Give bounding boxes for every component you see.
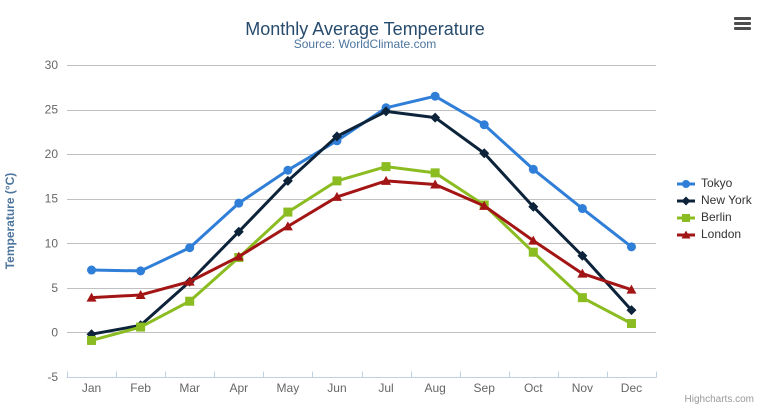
x-tick-label: Nov	[572, 381, 593, 395]
y-tick-label: 10	[45, 236, 59, 250]
export-menu-button[interactable]	[734, 17, 751, 32]
data-point-marker	[528, 201, 539, 212]
legend-marker	[682, 179, 690, 188]
legend-label: Tokyo	[701, 176, 733, 190]
data-point-marker	[331, 131, 342, 142]
x-tick-label: Oct	[524, 381, 543, 395]
series-line-new-york	[90, 109, 633, 336]
data-point-marker	[430, 168, 440, 178]
y-tick-label: 15	[45, 192, 59, 206]
y-axis-title: Temperature (°C)	[3, 173, 17, 270]
data-point-marker	[283, 207, 293, 217]
data-point-marker	[479, 120, 489, 130]
chart-title: Monthly Average Temperature	[245, 19, 485, 39]
legend-label: New York	[701, 193, 752, 207]
data-point-marker	[430, 112, 441, 123]
legend-symbol-triangle-icon	[677, 230, 695, 238]
x-tick-label: Sep	[474, 381, 496, 395]
hamburger-icon	[734, 22, 751, 25]
data-point-marker	[430, 91, 440, 101]
data-point-marker	[528, 164, 538, 174]
data-point-marker	[577, 204, 587, 214]
data-point-marker	[185, 296, 195, 306]
legend-label: Berlin	[701, 210, 732, 224]
data-point-marker	[626, 284, 637, 294]
data-point-marker	[528, 235, 539, 245]
data-point-marker	[233, 251, 244, 261]
legend-symbol-square-icon	[677, 213, 695, 222]
x-tick-label: Mar	[179, 381, 200, 395]
data-point-marker	[332, 176, 342, 186]
data-point-marker	[479, 148, 490, 159]
legend-item-london[interactable]: London	[676, 228, 752, 241]
data-point-marker	[528, 247, 538, 257]
y-tick-label: 5	[51, 281, 58, 295]
hamburger-icon	[734, 27, 751, 30]
data-point-marker	[577, 250, 588, 261]
data-point-marker	[184, 276, 195, 286]
data-point-marker	[87, 335, 97, 345]
data-point-marker	[381, 106, 392, 117]
legend: Tokyo New York Berlin London	[676, 177, 752, 241]
legend-item-berlin[interactable]: Berlin	[676, 211, 752, 224]
data-point-marker	[381, 175, 392, 185]
data-point-marker	[626, 305, 637, 316]
y-tick-label: 30	[45, 58, 59, 72]
data-point-marker	[479, 200, 490, 210]
x-tick-label: Jul	[378, 381, 393, 395]
x-tick-label: May	[277, 381, 300, 395]
x-tick-label: Dec	[621, 381, 642, 395]
data-point-marker	[136, 322, 146, 332]
x-tick-label: Jan	[82, 381, 101, 395]
y-tick-label: 25	[45, 103, 59, 117]
series-line-london	[90, 179, 633, 300]
legend-item-tokyo[interactable]: Tokyo	[676, 177, 752, 190]
chart-subtitle: Source: WorldClimate.com	[293, 37, 437, 51]
legend-item-new-york[interactable]: New York	[676, 194, 752, 207]
hamburger-icon	[734, 17, 751, 20]
x-tick-label: Aug	[424, 381, 445, 395]
data-point-marker	[430, 179, 441, 189]
data-point-marker	[282, 175, 293, 186]
x-tick-label: Apr	[229, 381, 248, 395]
data-point-marker	[626, 319, 636, 329]
credits-link[interactable]: Highcharts.com	[684, 394, 754, 405]
y-tick-label: 20	[45, 147, 59, 161]
data-point-marker	[185, 243, 195, 253]
legend-marker	[681, 230, 691, 238]
data-point-marker	[87, 265, 97, 275]
data-point-marker	[234, 198, 244, 208]
legend-marker	[682, 213, 690, 222]
x-tick-label: Feb	[130, 381, 151, 395]
legend-symbol-diamond-icon	[677, 196, 695, 205]
data-point-marker	[626, 242, 636, 252]
data-point-marker	[283, 165, 293, 175]
legend-symbol-circle-icon	[677, 179, 695, 188]
data-point-marker	[577, 268, 588, 278]
data-point-marker	[577, 293, 587, 303]
data-point-marker	[381, 162, 391, 172]
y-tick-label: -5	[47, 370, 58, 384]
legend-label: London	[701, 227, 742, 241]
data-point-marker	[331, 191, 342, 201]
x-tick-label: Jun	[327, 381, 346, 395]
y-tick-label: 0	[51, 325, 58, 339]
data-point-marker	[282, 221, 293, 231]
data-point-marker	[136, 266, 146, 276]
data-point-marker	[86, 292, 97, 302]
data-point-marker	[233, 226, 244, 237]
legend-marker	[681, 196, 691, 205]
data-point-marker	[135, 289, 146, 299]
series-line-berlin	[90, 165, 633, 342]
